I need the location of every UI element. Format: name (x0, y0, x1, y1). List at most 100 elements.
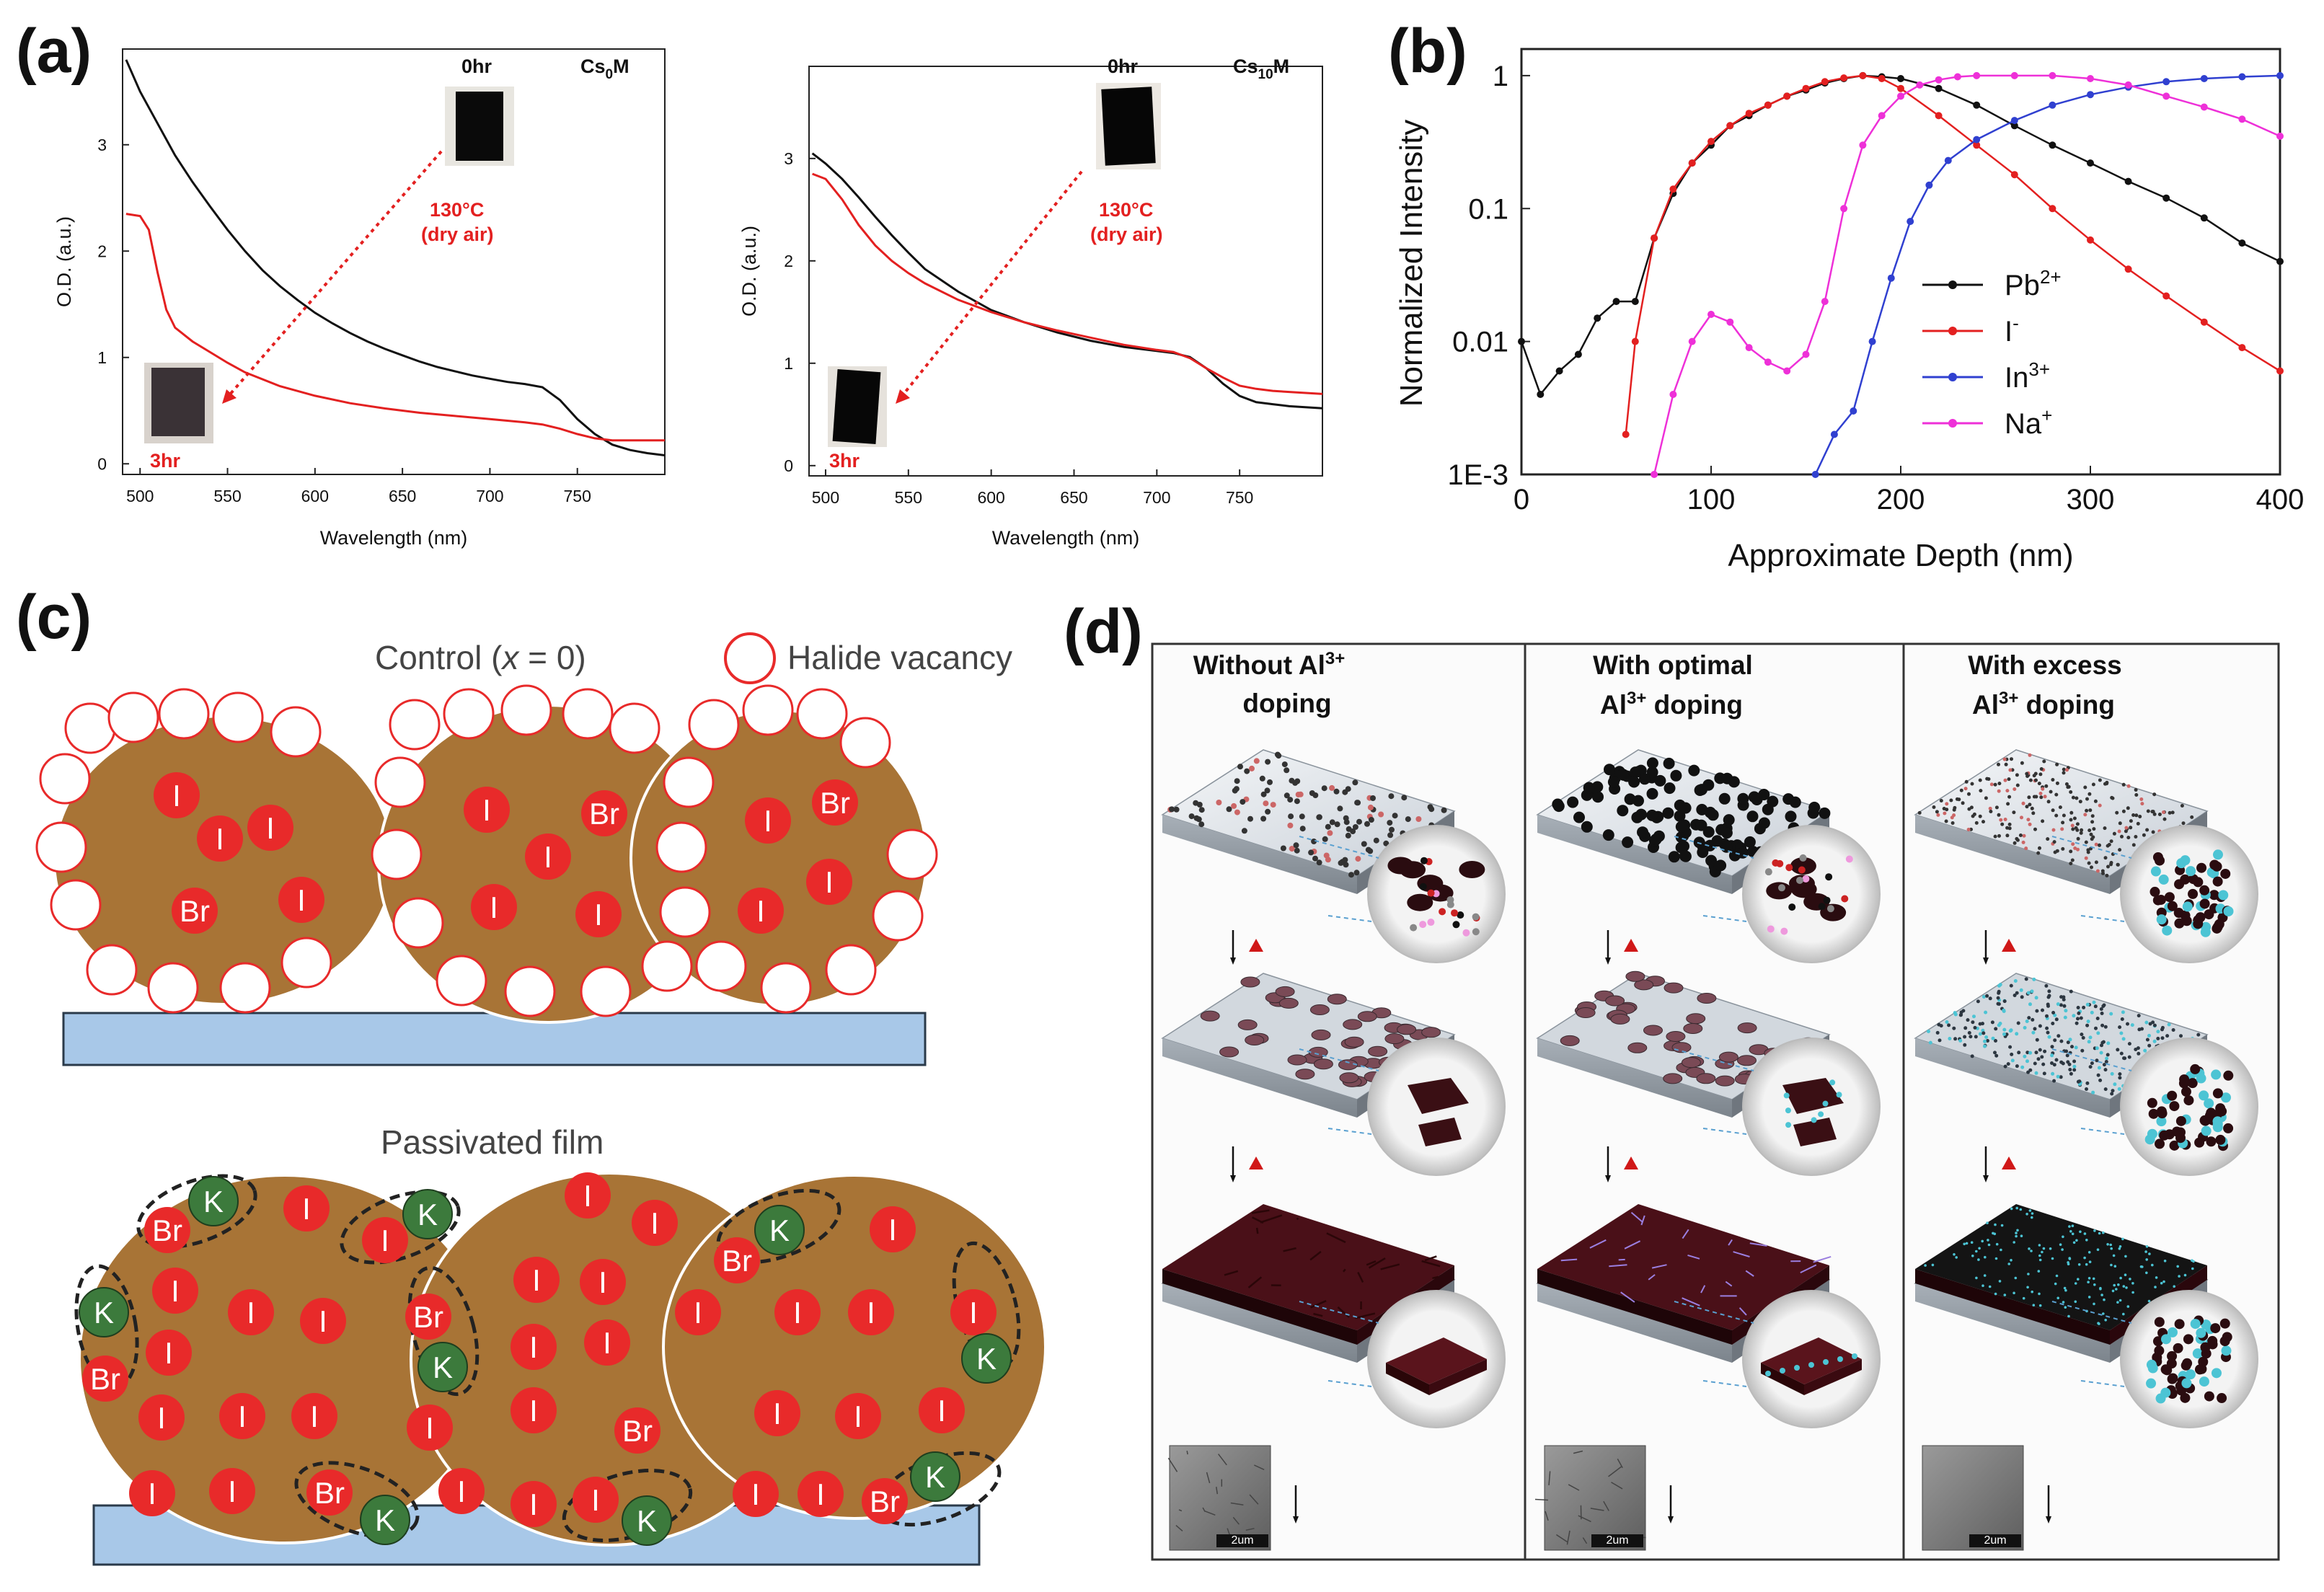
molecule-atom (1845, 855, 1853, 863)
al-ion (2131, 1282, 2134, 1285)
precursor-particle (2072, 816, 2077, 821)
column-header-2-sup: 3+ (1627, 689, 1646, 708)
al-doped-cluster (2194, 1364, 2205, 1375)
precursor-particle (1293, 842, 1299, 849)
al-ion (2112, 1254, 2116, 1257)
al-ion (2083, 1232, 2087, 1235)
molecule-atom (1823, 896, 1831, 904)
control-title-suffix: = 0) (518, 639, 586, 676)
ion-label: I (490, 890, 498, 924)
x-tick-label: 700 (1143, 488, 1170, 507)
sem-grain-edge (1590, 1508, 1604, 1511)
ion-I (950, 1289, 997, 1335)
al-doped-cluster (2167, 1350, 2178, 1361)
grain-island (1697, 993, 1717, 1004)
precursor-particle (1979, 789, 1983, 793)
nucleus (2068, 1038, 2072, 1042)
molecule-atom (1799, 854, 1807, 862)
data-point-Na+ (1764, 358, 1772, 366)
ion-I (919, 1387, 965, 1433)
al-ion (1785, 1107, 1791, 1114)
nucleus (2033, 1061, 2037, 1066)
nucleus (2126, 1022, 2129, 1026)
al-doped-cluster (2190, 1319, 2201, 1330)
process-arrow-head (1230, 958, 1236, 965)
al-ion (2104, 1319, 2107, 1322)
al-ion (2049, 1247, 2052, 1250)
precursor-particle (1963, 787, 1968, 791)
nucleus (2002, 1027, 2007, 1032)
nucleus (2085, 1081, 2090, 1085)
al-ion (2124, 1273, 2127, 1276)
ion-I (283, 1185, 330, 1231)
al-ion (2020, 1234, 2023, 1237)
nucleus (2099, 1051, 2103, 1055)
nucleus (2010, 1052, 2014, 1056)
al-doped-cluster (2223, 1070, 2234, 1081)
precursor-particle (1441, 807, 1447, 813)
sem-grain-edge (1230, 1502, 1244, 1505)
nucleus (2101, 1004, 2106, 1008)
ion-I (848, 1289, 894, 1335)
al-ion (1975, 1250, 1978, 1253)
al-doped-cluster (2169, 1140, 2180, 1151)
al-ion (2063, 1286, 2067, 1290)
nucleus (2111, 1089, 2115, 1093)
al-ion (2079, 1230, 2082, 1234)
nucleus (2079, 1016, 2083, 1020)
precursor-particle (1695, 819, 1707, 831)
precursor-particle (2087, 828, 2092, 833)
sem-grain-edge (1608, 1466, 1622, 1477)
halide-vacancy (839, 717, 891, 769)
nucleus (2042, 1071, 2046, 1076)
precursor-particle (1662, 807, 1674, 819)
precursor-particle (1688, 764, 1700, 777)
data-point-I- (1651, 234, 1658, 242)
precursor-particle (2112, 831, 2116, 836)
precursor-particle (1994, 805, 1999, 810)
molecule-atom (1457, 911, 1464, 919)
data-point-Pb2+ (2124, 177, 2132, 185)
precursor-particle (1280, 845, 1286, 852)
nucleus (1990, 1020, 1994, 1025)
nucleus (2038, 1024, 2042, 1028)
nucleus (2110, 1092, 2114, 1096)
precursor-particle (1607, 776, 1620, 788)
precursor-particle (1196, 802, 1203, 808)
grain-island (1737, 1022, 1757, 1034)
y-tick-label: 0.01 (1452, 327, 1508, 358)
grain-boundary (1749, 1242, 1767, 1247)
al-ion (2026, 1286, 2029, 1289)
ion-I (632, 1200, 678, 1246)
al-doped-cluster (2220, 868, 2231, 879)
sem-image (1544, 1445, 1646, 1551)
halide-vacancy (64, 702, 116, 754)
ion-I (291, 1393, 337, 1439)
precursor-particle (2087, 861, 2091, 865)
nucleus (2179, 1034, 2183, 1038)
nucleus (2076, 1006, 2080, 1009)
precursor-particle (2070, 858, 2075, 862)
al-ion (2028, 1247, 2031, 1250)
al-ion (2113, 1265, 2117, 1268)
al-ion (2031, 1212, 2034, 1215)
precursor-particle (1602, 829, 1614, 841)
al-ion (2093, 1302, 2095, 1306)
ion-I (733, 1471, 779, 1517)
nucleus (2099, 1007, 2103, 1011)
halide-vacancy (825, 944, 877, 996)
precursor-particle (1679, 802, 1692, 814)
slab-side-left (1915, 1038, 2110, 1118)
process-arrow-head (2046, 1516, 2051, 1524)
zoom-guide (2051, 836, 2132, 859)
al-ion (2085, 1239, 2088, 1242)
precursor-particle (1244, 768, 1250, 774)
al-doped-cluster (2181, 1378, 2192, 1389)
data-point-I- (2200, 318, 2208, 326)
precursor-particle (2055, 762, 2059, 766)
zoom-guide (2051, 1048, 2132, 1071)
ion-I (754, 1390, 800, 1436)
halide-vacancy (147, 962, 199, 1014)
nucleus (2100, 1043, 2103, 1048)
al-doped-cluster (2157, 1108, 2168, 1119)
